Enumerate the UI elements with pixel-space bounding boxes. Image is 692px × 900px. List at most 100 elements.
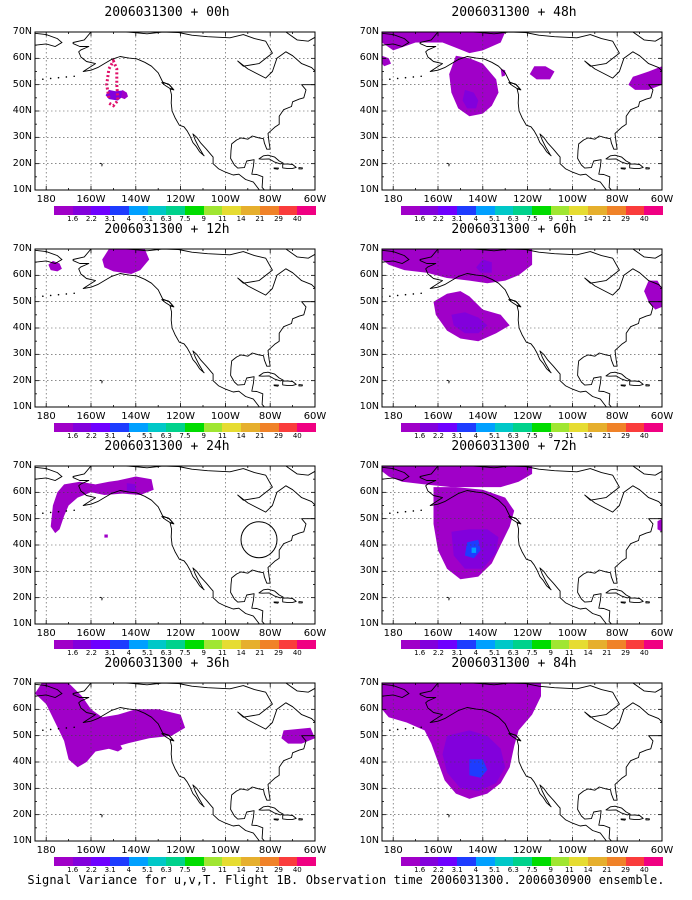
- colorbar-label: 6.3: [507, 866, 519, 874]
- lon-tick-label: 120W: [513, 845, 543, 856]
- aleutian-island: [404, 727, 407, 730]
- colorbar-swatch: [297, 206, 317, 215]
- lon-tick-label: 100W: [210, 845, 240, 856]
- variance-shading: [449, 55, 499, 117]
- variance-shading: [657, 518, 662, 532]
- lon-tick-label: 60W: [650, 194, 674, 205]
- lon-tick-label: 160W: [423, 628, 453, 639]
- colorbar-label: 3.1: [451, 649, 463, 657]
- lon-tick-label: 160W: [423, 194, 453, 205]
- colorbar-label: 11: [564, 866, 574, 874]
- colorbar-label: 2.2: [432, 215, 444, 223]
- colorbar-label: 29: [621, 649, 631, 657]
- colorbar-label: 9: [201, 215, 206, 223]
- lat-tick-label: 50N: [359, 78, 379, 90]
- colorbar-label: 4: [126, 649, 132, 657]
- colorbar-swatch: [72, 640, 92, 649]
- colorbar-label: 11: [564, 432, 574, 440]
- lat-tick-label: 30N: [359, 565, 379, 577]
- coastline: [645, 818, 650, 821]
- colorbar-label: 9: [201, 432, 206, 440]
- aleutian-island: [420, 726, 422, 729]
- colorbar-swatch: [259, 640, 279, 649]
- colorbar-label: 29: [621, 432, 631, 440]
- lon-tick-label: 60W: [303, 845, 327, 856]
- colorbar-swatch: [72, 206, 92, 215]
- colorbar-label: 11: [217, 215, 227, 223]
- coastline: [258, 588, 284, 599]
- colorbar-swatch: [475, 640, 495, 649]
- colorbar-swatch: [550, 423, 570, 432]
- coastline: [317, 81, 332, 94]
- lon-tick-label: 80W: [258, 628, 282, 639]
- lat-tick-label: 20N: [359, 157, 379, 169]
- lat-tick-label: 30N: [359, 348, 379, 360]
- lon-tick-label: 80W: [258, 845, 282, 856]
- lon-tick-label: 140W: [121, 628, 151, 639]
- lat-tick-label: 40N: [12, 539, 32, 550]
- colorbar-swatch: [297, 640, 317, 649]
- lon-tick-label: 80W: [258, 411, 282, 422]
- colorbar-swatch: [222, 640, 242, 649]
- colorbar-label: 14: [583, 649, 593, 657]
- lat-tick-label: 50N: [12, 295, 32, 307]
- colorbar-swatch: [401, 857, 420, 866]
- colorbar-label: 21: [602, 866, 612, 874]
- variance-shading: [382, 32, 506, 54]
- colorbar-label: 7.5: [179, 215, 191, 223]
- colorbar-swatch: [222, 206, 242, 215]
- colorbar-swatch: [513, 423, 533, 432]
- coastline: [508, 733, 521, 741]
- lat-tick-label: 70N: [359, 26, 379, 37]
- map-panel-24h: 2006031300 + 24h 70N 60N 50N 40N 30N 20N 10N 180…: [2, 439, 332, 657]
- colorbar-swatch: [110, 206, 129, 215]
- colorbar-label: 7.5: [179, 866, 191, 874]
- lon-tick-label: 120W: [166, 411, 196, 422]
- colorbar-label: 29: [274, 432, 284, 440]
- lat-tick-label: 20N: [359, 374, 379, 386]
- colorbar-swatch: [185, 640, 204, 649]
- lon-tick-label: 180: [383, 845, 403, 856]
- aleutian-island: [57, 727, 60, 730]
- map-canvas: [381, 248, 663, 408]
- colorbar-label: 1.6: [414, 215, 426, 223]
- panel-title: 2006031300 + 84h: [451, 656, 577, 671]
- variance-shading: [529, 66, 555, 80]
- lat-tick-label: 20N: [12, 808, 32, 820]
- aleutian-island: [420, 292, 422, 295]
- colorbar-label: 29: [274, 649, 284, 657]
- variance-shading: [126, 483, 136, 491]
- lat-tick-label: 60N: [12, 269, 32, 281]
- colorbar-label: 6.3: [507, 215, 519, 223]
- colorbar-swatch: [147, 206, 167, 215]
- variance-shading: [281, 727, 315, 744]
- lat-tick-label: 50N: [12, 729, 32, 741]
- colorbar-swatch: [475, 206, 495, 215]
- aleutian-island: [73, 292, 75, 295]
- colorbar-label: 6.3: [160, 432, 172, 440]
- variance-shading: [382, 55, 391, 67]
- colorbar-swatch: [438, 423, 458, 432]
- colorbar-swatch: [606, 640, 626, 649]
- aleutian-island: [42, 295, 44, 297]
- coastline: [273, 167, 279, 170]
- colorbar-swatch: [588, 206, 607, 215]
- lat-tick-label: 40N: [359, 322, 379, 333]
- aleutian-island: [396, 728, 399, 731]
- colorbar-label: 29: [274, 215, 284, 223]
- colorbar-swatch: [259, 857, 279, 866]
- coastline: [72, 249, 315, 407]
- lon-tick-label: 80W: [605, 628, 629, 639]
- colorbar-label: 40: [292, 432, 302, 440]
- coastline: [99, 596, 103, 601]
- colorbar-swatch: [147, 640, 167, 649]
- lon-tick-label: 180: [383, 411, 403, 422]
- aleutian-island: [389, 512, 391, 514]
- map-canvas: [381, 682, 663, 842]
- colorbar-swatch: [438, 640, 458, 649]
- colorbar-swatch: [259, 423, 279, 432]
- colorbar-label: 14: [583, 432, 593, 440]
- colorbar-label: 4: [126, 432, 132, 440]
- colorbar: [401, 423, 664, 432]
- lat-tick-label: 50N: [359, 512, 379, 524]
